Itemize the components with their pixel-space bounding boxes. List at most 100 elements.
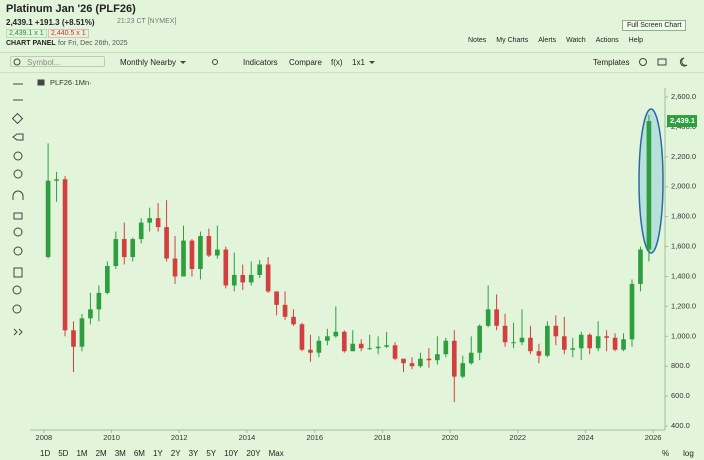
legend: PLF26·1Mn· bbox=[50, 78, 92, 87]
layout-select[interactable]: 1x1 bbox=[352, 58, 375, 67]
timeframe-button[interactable]: 6M bbox=[133, 449, 145, 458]
x-tick-label: 2018 bbox=[374, 433, 391, 442]
candle-body bbox=[561, 336, 567, 350]
templates-button[interactable]: Templates bbox=[593, 58, 630, 67]
timeframe-button[interactable]: 10Y bbox=[224, 449, 239, 458]
timeframe-button[interactable]: 1M bbox=[76, 449, 88, 458]
y-tick-label: 1,200.0 bbox=[671, 301, 696, 310]
candle-body bbox=[206, 236, 212, 256]
search-icon bbox=[13, 58, 21, 66]
candle-body bbox=[155, 218, 161, 228]
period: Monthly Nearby bbox=[120, 58, 177, 67]
candle-body bbox=[638, 249, 643, 284]
candle-body bbox=[274, 291, 279, 305]
candle-body bbox=[265, 264, 271, 292]
visibility-icon[interactable] bbox=[37, 79, 45, 86]
timeframe-button[interactable]: 3M bbox=[114, 449, 126, 458]
candle-body bbox=[215, 249, 220, 256]
candle-body bbox=[502, 325, 508, 343]
camera-icon[interactable] bbox=[657, 58, 667, 66]
candle-body bbox=[223, 249, 229, 286]
x-tick-label: 2008 bbox=[36, 433, 53, 442]
timeframe-button[interactable]: 2Y bbox=[170, 449, 181, 458]
header-link[interactable]: Help bbox=[628, 37, 644, 44]
y-tick-label: 600.0 bbox=[671, 391, 690, 400]
candle-body bbox=[198, 236, 203, 269]
candle-body bbox=[519, 337, 525, 343]
candle-body bbox=[426, 358, 432, 361]
candle-body bbox=[341, 331, 347, 352]
candle-body bbox=[477, 325, 483, 353]
candle-body bbox=[147, 218, 152, 223]
y-tick-label: 2,200.0 bbox=[671, 152, 696, 161]
timeframe-button[interactable]: 5Y bbox=[206, 449, 217, 458]
candle-body bbox=[121, 239, 127, 258]
candle-body bbox=[629, 283, 635, 340]
candle-body bbox=[418, 358, 423, 367]
compare-button[interactable]: Compare bbox=[289, 58, 322, 67]
timeframe-button[interactable]: 5D bbox=[58, 449, 69, 458]
candle-body bbox=[138, 222, 144, 240]
candle-body bbox=[164, 227, 169, 259]
header-link[interactable]: Watch bbox=[566, 37, 586, 44]
candle-body bbox=[451, 340, 457, 377]
panel-label: CHART PANEL bbox=[6, 40, 56, 47]
x-tick-label: 2026 bbox=[645, 433, 662, 442]
header-link[interactable]: Alerts bbox=[538, 37, 557, 44]
candle-body bbox=[308, 349, 313, 353]
candle-body bbox=[71, 330, 76, 347]
ask: 2,440.5 x 1 bbox=[48, 29, 89, 38]
x-tick-label: 2020 bbox=[442, 433, 459, 442]
x-tick-label: 2024 bbox=[577, 433, 594, 442]
header-link[interactable]: My Charts bbox=[496, 37, 529, 44]
timeframe-button[interactable]: Max bbox=[268, 449, 284, 458]
period-select[interactable]: Monthly Nearby bbox=[120, 58, 187, 67]
timeframe-button[interactable]: 1Y bbox=[152, 449, 163, 458]
y-tick-label: 2,000.0 bbox=[671, 182, 696, 191]
caret bbox=[368, 61, 375, 65]
candle-body bbox=[570, 348, 576, 350]
candle-body bbox=[54, 179, 59, 181]
candle-body bbox=[494, 309, 499, 326]
candle-body bbox=[231, 274, 237, 286]
settings-icon[interactable] bbox=[639, 58, 647, 66]
candle-body bbox=[384, 345, 389, 347]
candle-body bbox=[621, 339, 626, 350]
candle-body bbox=[291, 316, 296, 325]
candle-body bbox=[604, 336, 609, 338]
candle-body bbox=[113, 239, 119, 266]
timeframe-button[interactable]: 2M bbox=[95, 449, 107, 458]
candle-body bbox=[528, 337, 533, 352]
candle-body bbox=[316, 340, 322, 353]
candle-body bbox=[62, 179, 68, 331]
candle-body bbox=[257, 264, 262, 275]
header-link[interactable]: Notes bbox=[468, 37, 487, 44]
candle-body bbox=[646, 121, 652, 250]
y-tick-label: 1,600.0 bbox=[671, 242, 696, 251]
links: Notes My Charts Alerts Watch Actions Help bbox=[468, 37, 643, 44]
theme-icon[interactable] bbox=[679, 57, 688, 67]
candle-body bbox=[130, 239, 136, 258]
scale-option[interactable]: % bbox=[662, 449, 670, 458]
title: Platinum Jan '26 (PLF26) bbox=[6, 3, 136, 15]
timeframe-button[interactable]: 1D bbox=[40, 449, 51, 458]
timeframe-button[interactable]: 3Y bbox=[188, 449, 199, 458]
symbol-input[interactable]: Symbol... bbox=[10, 56, 105, 67]
fullscreen-button[interactable]: Full Screen Chart bbox=[622, 20, 687, 31]
candle-body bbox=[553, 325, 559, 337]
header-link[interactable]: Actions bbox=[595, 37, 619, 44]
timeframe-button[interactable]: 20Y bbox=[246, 449, 261, 458]
candle-body bbox=[172, 258, 178, 277]
candle-body bbox=[189, 240, 195, 269]
scale-option[interactable]: log bbox=[683, 449, 694, 458]
candle-body bbox=[536, 351, 542, 356]
fx-button[interactable]: f(x) bbox=[331, 58, 343, 67]
quote: 2,439.1 +191.3 (+8.51%) bbox=[6, 18, 95, 27]
last-price-label: 2,439.1 bbox=[670, 116, 695, 125]
candle-body bbox=[105, 265, 110, 293]
y-tick-label: 1,800.0 bbox=[671, 212, 696, 221]
candle-body bbox=[545, 325, 550, 356]
candle-body bbox=[392, 345, 398, 359]
candle-body bbox=[181, 240, 186, 277]
indicators-button[interactable]: Indicators bbox=[243, 58, 278, 67]
